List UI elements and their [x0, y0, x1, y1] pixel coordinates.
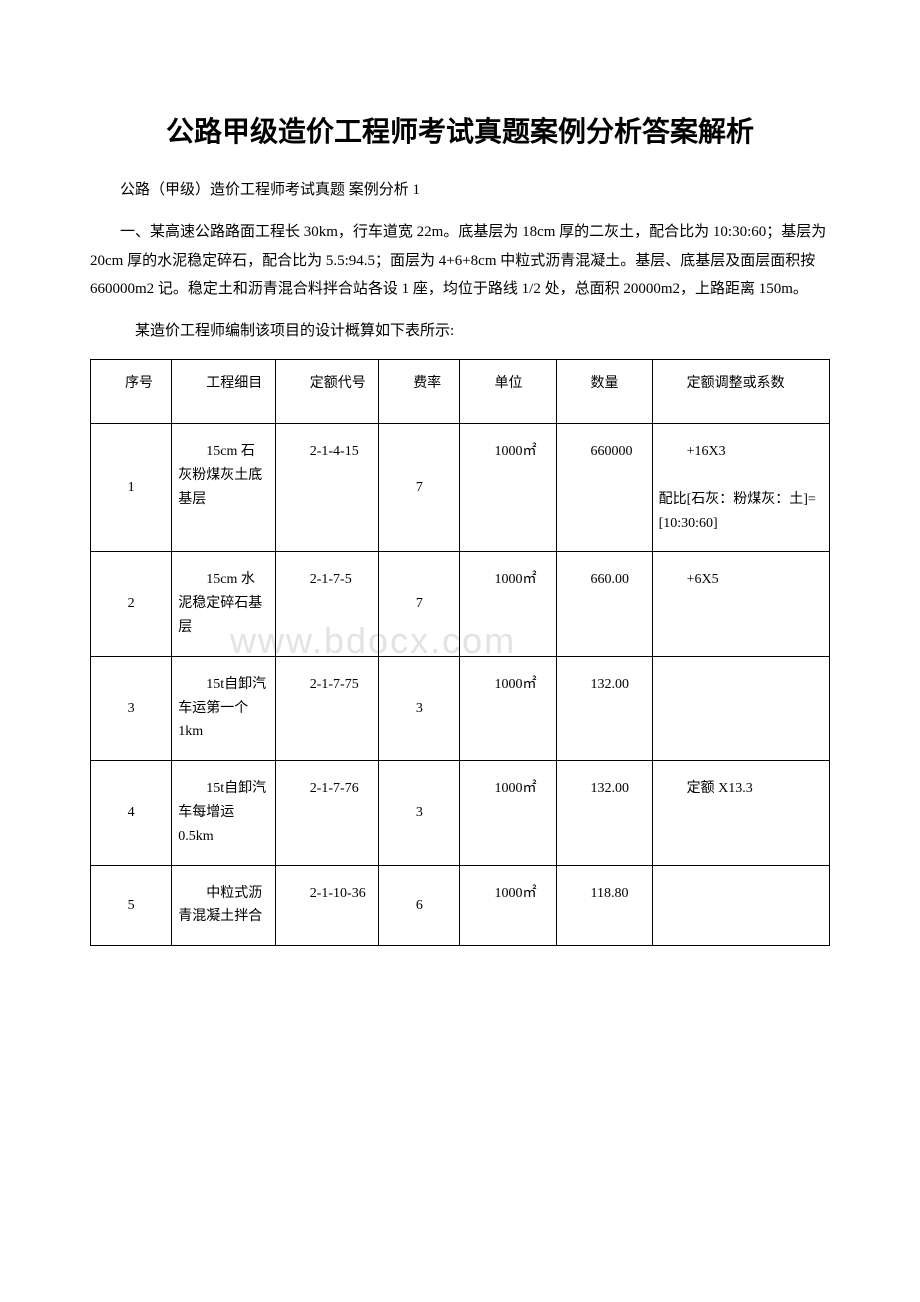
cell-qty: 132.00 [556, 761, 652, 865]
cell-unit: 1000㎡ [460, 865, 556, 946]
cell-rate: 7 [379, 424, 460, 552]
cell-code: 2-1-4-15 [275, 424, 378, 552]
cell-adj: +16X3 配比[石灰：粉煤灰：土]=[10:30:60] [652, 424, 829, 552]
cell-rate: 7 [379, 552, 460, 656]
cell-item: 中粒式沥青混凝土拌合 [172, 865, 275, 946]
cell-seq: 3 [91, 656, 172, 760]
table-row: 1 15cm 石灰粉煤灰土底基层 2-1-4-15 7 1000㎡ 660000… [91, 424, 830, 552]
cell-item: 15t自卸汽车运第一个1km [172, 656, 275, 760]
cell-code: 2-1-7-76 [275, 761, 378, 865]
cell-adj: 定额 X13.3 [652, 761, 829, 865]
intro-paragraph: 一、某高速公路路面工程长 30km，行车道宽 22m。底基层为 18cm 厚的二… [90, 218, 830, 304]
th-code: 定额代号 [275, 359, 378, 424]
cell-item: 15t自卸汽车每增运 0.5km [172, 761, 275, 865]
th-unit: 单位 [460, 359, 556, 424]
cell-adj [652, 656, 829, 760]
table-header-row: 序号 工程细目 定额代号 费率 单位 数量 定额调整或系数 [91, 359, 830, 424]
table-row: 5 中粒式沥青混凝土拌合 2-1-10-36 6 1000㎡ 118.80 [91, 865, 830, 946]
cell-rate: 3 [379, 761, 460, 865]
cell-code: 2-1-10-36 [275, 865, 378, 946]
cell-item: 15cm 水泥稳定碎石基层 [172, 552, 275, 656]
cell-rate: 6 [379, 865, 460, 946]
th-qty: 数量 [556, 359, 652, 424]
table-row: 2 15cm 水泥稳定碎石基层 2-1-7-5 7 1000㎡ 660.00 +… [91, 552, 830, 656]
table-row: 4 15t自卸汽车每增运 0.5km 2-1-7-76 3 1000㎡ 132.… [91, 761, 830, 865]
cell-seq: 4 [91, 761, 172, 865]
cell-qty: 132.00 [556, 656, 652, 760]
cell-seq: 1 [91, 424, 172, 552]
cell-code: 2-1-7-75 [275, 656, 378, 760]
th-adj: 定额调整或系数 [652, 359, 829, 424]
cell-rate: 3 [379, 656, 460, 760]
cell-unit: 1000㎡ [460, 424, 556, 552]
cell-code: 2-1-7-5 [275, 552, 378, 656]
table-row: 3 15t自卸汽车运第一个1km 2-1-7-75 3 1000㎡ 132.00 [91, 656, 830, 760]
table-intro-text: 某造价工程师编制该项目的设计概算如下表所示: [90, 318, 830, 345]
th-seq: 序号 [91, 359, 172, 424]
cell-qty: 660.00 [556, 552, 652, 656]
cell-qty: 118.80 [556, 865, 652, 946]
page-title: 公路甲级造价工程师考试真题案例分析答案解析 [90, 110, 830, 150]
subtitle-text: 公路（甲级）造价工程师考试真题 案例分析 1 [90, 178, 830, 202]
cell-unit: 1000㎡ [460, 552, 556, 656]
th-rate: 费率 [379, 359, 460, 424]
table-body: 1 15cm 石灰粉煤灰土底基层 2-1-4-15 7 1000㎡ 660000… [91, 424, 830, 946]
cell-unit: 1000㎡ [460, 761, 556, 865]
cell-seq: 5 [91, 865, 172, 946]
cell-adj: +6X5 [652, 552, 829, 656]
cell-qty: 660000 [556, 424, 652, 552]
cell-unit: 1000㎡ [460, 656, 556, 760]
th-item: 工程细目 [172, 359, 275, 424]
cell-item: 15cm 石灰粉煤灰土底基层 [172, 424, 275, 552]
cell-adj [652, 865, 829, 946]
cell-seq: 2 [91, 552, 172, 656]
budget-table: 序号 工程细目 定额代号 费率 单位 数量 定额调整或系数 1 15cm 石灰粉… [90, 359, 830, 947]
